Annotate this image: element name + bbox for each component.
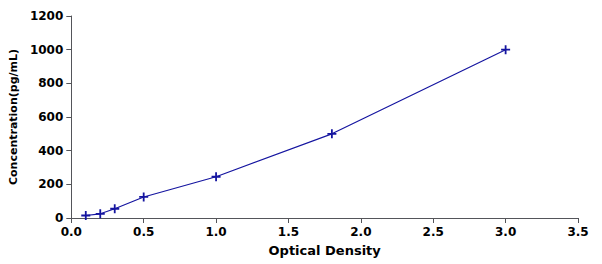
svg-text:1.5: 1.5 [278, 225, 299, 239]
svg-text:Concentration(pg/mL): Concentration(pg/mL) [7, 49, 20, 185]
svg-text:1.0: 1.0 [205, 225, 226, 239]
svg-text:200: 200 [38, 177, 63, 191]
svg-text:0.5: 0.5 [133, 225, 154, 239]
svg-text:400: 400 [38, 144, 63, 158]
svg-text:600: 600 [38, 110, 63, 124]
svg-text:0: 0 [55, 211, 63, 225]
svg-text:0.0: 0.0 [61, 225, 82, 239]
svg-text:1200: 1200 [30, 9, 63, 23]
svg-text:2.5: 2.5 [423, 225, 444, 239]
svg-text:Optical Density: Optical Density [269, 243, 382, 258]
svg-text:3.0: 3.0 [495, 225, 516, 239]
svg-text:800: 800 [38, 76, 63, 90]
svg-text:1000: 1000 [30, 43, 63, 57]
svg-text:3.5: 3.5 [567, 225, 588, 239]
svg-text:2.0: 2.0 [350, 225, 371, 239]
